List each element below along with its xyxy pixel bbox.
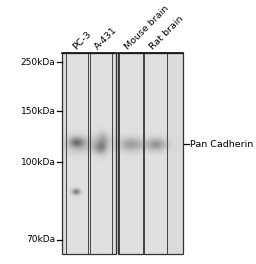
- Text: A-431: A-431: [93, 25, 119, 51]
- Text: PC-3: PC-3: [71, 30, 93, 51]
- Text: 70kDa: 70kDa: [26, 235, 56, 244]
- Text: 150kDa: 150kDa: [21, 107, 56, 116]
- Text: Mouse brain: Mouse brain: [123, 4, 171, 51]
- Text: Pan Cadherin: Pan Cadherin: [190, 140, 253, 149]
- Text: 250kDa: 250kDa: [21, 58, 56, 67]
- Bar: [62, 53, 116, 254]
- Bar: [118, 53, 183, 254]
- Text: 100kDa: 100kDa: [21, 158, 56, 167]
- Text: Rat brain: Rat brain: [148, 14, 185, 51]
